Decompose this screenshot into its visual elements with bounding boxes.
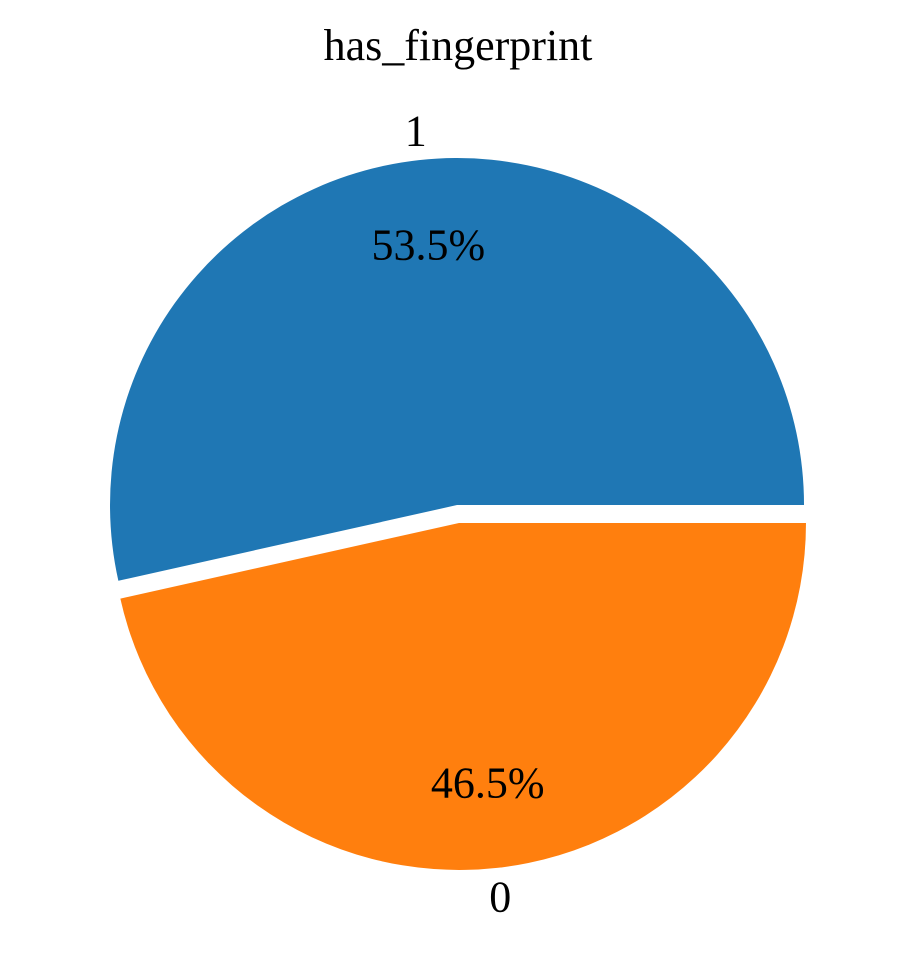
pie-slice-0 [120,522,806,870]
slice-label-0: 0 [489,872,511,921]
pie-labels: 1 53.5% 0 46.5% [371,107,544,922]
pie-slices [110,158,806,870]
slice-pct-label-0: 46.5% [431,759,545,808]
slice-pct-label-1: 53.5% [371,220,485,269]
pie-slice-1 [110,158,805,581]
slice-label-1: 1 [405,107,427,156]
chart-title: has_fingerprint [324,21,593,70]
